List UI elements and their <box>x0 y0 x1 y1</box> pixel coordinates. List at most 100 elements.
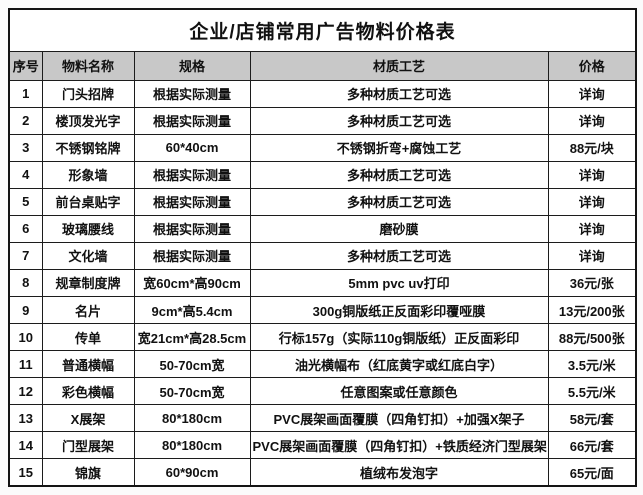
cell-no: 8 <box>8 268 43 298</box>
table-header-row: 序号 物料名称 规格 材质工艺 价格 <box>8 50 637 81</box>
cell-price: 58元/套 <box>547 404 637 433</box>
cell-spec: 80*180cm <box>133 431 251 460</box>
header-cell-no: 序号 <box>8 50 43 81</box>
cell-spec: 根据实际测量 <box>133 241 251 270</box>
cell-spec: 宽21cm*高28.5cm <box>133 323 251 352</box>
cell-material: 300g铜版纸正反面彩印覆哑膜 <box>249 295 549 325</box>
cell-name: 门头招牌 <box>41 79 135 108</box>
cell-price: 88元/块 <box>547 133 637 162</box>
header-cell-name: 物料名称 <box>41 50 135 81</box>
table-row: 11 普通横幅 50-70cm宽 油光横幅布（红底黄字或红底白字） 3.5元/米 <box>8 350 637 379</box>
title-row: 企业/店铺常用广告物料价格表 <box>8 8 637 52</box>
cell-material: 不锈钢折弯+腐蚀工艺 <box>249 133 549 162</box>
cell-name: 前台桌贴字 <box>41 187 135 216</box>
cell-no: 15 <box>8 458 43 487</box>
table-row: 1 门头招牌 根据实际测量 多种材质工艺可选 详询 <box>8 79 637 108</box>
table-row: 14 门型展架 80*180cm PVC展架画面覆膜（四角钉扣）+铁质经济门型展… <box>8 431 637 460</box>
cell-price: 5.5元/米 <box>547 377 637 406</box>
cell-name: 锦旗 <box>41 458 135 487</box>
page-title: 企业/店铺常用广告物料价格表 <box>8 8 637 52</box>
cell-material: 任意图案或任意颜色 <box>249 377 549 406</box>
cell-no: 11 <box>8 350 43 379</box>
cell-no: 7 <box>8 241 43 270</box>
cell-spec: 根据实际测量 <box>133 106 251 135</box>
header-cell-material: 材质工艺 <box>249 50 549 81</box>
cell-material: 油光横幅布（红底黄字或红底白字） <box>249 350 549 379</box>
cell-name: 传单 <box>41 323 135 352</box>
table-row: 4 形象墙 根据实际测量 多种材质工艺可选 详询 <box>8 160 637 189</box>
cell-name: 玻璃腰线 <box>41 214 135 243</box>
table-row: 9 名片 9cm*高5.4cm 300g铜版纸正反面彩印覆哑膜 13元/200张 <box>8 295 637 325</box>
cell-name: 彩色横幅 <box>41 377 135 406</box>
cell-no: 2 <box>8 106 43 135</box>
cell-price: 详询 <box>547 79 637 108</box>
cell-no: 13 <box>8 404 43 433</box>
table-row: 2 楼顶发光字 根据实际测量 多种材质工艺可选 详询 <box>8 106 637 135</box>
table-row: 12 彩色横幅 50-70cm宽 任意图案或任意颜色 5.5元/米 <box>8 377 637 406</box>
cell-name: 规章制度牌 <box>41 268 135 298</box>
cell-no: 3 <box>8 133 43 162</box>
cell-price: 详询 <box>547 160 637 189</box>
header-cell-spec: 规格 <box>133 50 251 81</box>
cell-no: 4 <box>8 160 43 189</box>
cell-spec: 50-70cm宽 <box>133 377 251 406</box>
cell-name: 楼顶发光字 <box>41 106 135 135</box>
cell-no: 1 <box>8 79 43 108</box>
cell-spec: 根据实际测量 <box>133 187 251 216</box>
table-row: 8 规章制度牌 宽60cm*高90cm 5mm pvc uv打印 36元/张 <box>8 268 637 298</box>
table-row: 6 玻璃腰线 根据实际测量 磨砂膜 详询 <box>8 214 637 243</box>
cell-name: 不锈钢铭牌 <box>41 133 135 162</box>
cell-no: 6 <box>8 214 43 243</box>
cell-name: 文化墙 <box>41 241 135 270</box>
table-row: 13 X展架 80*180cm PVC展架画面覆膜（四角钉扣）+加强X架子 58… <box>8 404 637 433</box>
cell-spec: 根据实际测量 <box>133 160 251 189</box>
cell-price: 详询 <box>547 241 637 270</box>
cell-material: PVC展架画面覆膜（四角钉扣）+铁质经济门型展架 <box>249 431 549 460</box>
cell-name: 门型展架 <box>41 431 135 460</box>
cell-spec: 60*40cm <box>133 133 251 162</box>
cell-spec: 50-70cm宽 <box>133 350 251 379</box>
cell-price: 13元/200张 <box>547 295 637 325</box>
cell-no: 5 <box>8 187 43 216</box>
cell-material: 多种材质工艺可选 <box>249 106 549 135</box>
cell-material: 行标157g（实际110g铜版纸）正反面彩印 <box>249 323 549 352</box>
cell-material: 多种材质工艺可选 <box>249 160 549 189</box>
cell-no: 10 <box>8 323 43 352</box>
table-row: 5 前台桌贴字 根据实际测量 多种材质工艺可选 详询 <box>8 187 637 216</box>
cell-no: 9 <box>8 295 43 325</box>
cell-price: 66元/套 <box>547 431 637 460</box>
cell-material: 磨砂膜 <box>249 214 549 243</box>
cell-spec: 根据实际测量 <box>133 214 251 243</box>
cell-price: 88元/500张 <box>547 323 637 352</box>
cell-material: 多种材质工艺可选 <box>249 241 549 270</box>
cell-price: 详询 <box>547 106 637 135</box>
cell-material: 多种材质工艺可选 <box>249 79 549 108</box>
cell-price: 65元/面 <box>547 458 637 487</box>
cell-name: 名片 <box>41 295 135 325</box>
cell-price: 3.5元/米 <box>547 350 637 379</box>
cell-spec: 80*180cm <box>133 404 251 433</box>
cell-name: 普通横幅 <box>41 350 135 379</box>
cell-spec: 宽60cm*高90cm <box>133 268 251 298</box>
price-table: 企业/店铺常用广告物料价格表 序号 物料名称 规格 材质工艺 价格 1 门头招牌… <box>8 8 638 487</box>
cell-no: 14 <box>8 431 43 460</box>
cell-price: 详询 <box>547 187 637 216</box>
table-row: 15 锦旗 60*90cm 植绒布发泡字 65元/面 <box>8 458 637 487</box>
cell-name: 形象墙 <box>41 160 135 189</box>
cell-material: PVC展架画面覆膜（四角钉扣）+加强X架子 <box>249 404 549 433</box>
table-row: 7 文化墙 根据实际测量 多种材质工艺可选 详询 <box>8 241 637 270</box>
cell-spec: 60*90cm <box>133 458 251 487</box>
cell-price: 详询 <box>547 214 637 243</box>
cell-price: 36元/张 <box>547 268 637 298</box>
cell-spec: 根据实际测量 <box>133 79 251 108</box>
cell-material: 多种材质工艺可选 <box>249 187 549 216</box>
cell-material: 5mm pvc uv打印 <box>249 268 549 298</box>
table-row: 3 不锈钢铭牌 60*40cm 不锈钢折弯+腐蚀工艺 88元/块 <box>8 133 637 162</box>
cell-spec: 9cm*高5.4cm <box>133 295 251 325</box>
cell-material: 植绒布发泡字 <box>249 458 549 487</box>
cell-name: X展架 <box>41 404 135 433</box>
header-cell-price: 价格 <box>547 50 637 81</box>
cell-no: 12 <box>8 377 43 406</box>
table-row: 10 传单 宽21cm*高28.5cm 行标157g（实际110g铜版纸）正反面… <box>8 323 637 352</box>
